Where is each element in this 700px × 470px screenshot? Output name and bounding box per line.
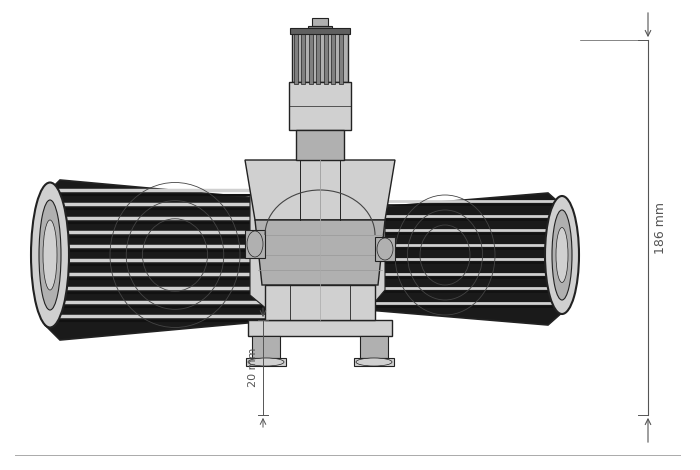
Polygon shape bbox=[45, 180, 280, 340]
Ellipse shape bbox=[248, 358, 284, 366]
Ellipse shape bbox=[356, 358, 392, 366]
Ellipse shape bbox=[556, 227, 568, 282]
Bar bbox=[245, 230, 265, 258]
Ellipse shape bbox=[247, 231, 263, 257]
Polygon shape bbox=[368, 205, 385, 310]
Bar bbox=[312, 18, 328, 26]
Bar bbox=[292, 32, 348, 82]
Polygon shape bbox=[368, 193, 565, 325]
Polygon shape bbox=[250, 195, 280, 320]
Bar bbox=[265, 285, 375, 320]
Bar bbox=[252, 336, 280, 358]
Bar bbox=[289, 82, 351, 130]
Bar bbox=[339, 30, 342, 84]
Text: 186 mm: 186 mm bbox=[654, 202, 667, 253]
Bar bbox=[375, 237, 395, 261]
Ellipse shape bbox=[39, 200, 61, 310]
Ellipse shape bbox=[31, 182, 69, 328]
Ellipse shape bbox=[43, 220, 57, 290]
Bar bbox=[331, 30, 335, 84]
Polygon shape bbox=[255, 220, 385, 285]
Ellipse shape bbox=[377, 238, 393, 260]
Bar bbox=[302, 30, 305, 84]
Bar bbox=[246, 358, 286, 366]
Ellipse shape bbox=[552, 210, 572, 300]
Bar bbox=[360, 336, 388, 358]
Bar bbox=[323, 30, 328, 84]
Bar bbox=[308, 26, 332, 32]
Bar bbox=[290, 28, 350, 34]
Bar bbox=[316, 30, 321, 84]
Bar bbox=[294, 30, 298, 84]
Polygon shape bbox=[245, 160, 395, 220]
Bar bbox=[309, 30, 313, 84]
Bar bbox=[248, 320, 392, 336]
Ellipse shape bbox=[545, 196, 579, 314]
Bar bbox=[296, 130, 344, 160]
Bar bbox=[354, 358, 394, 366]
Text: 20 mm: 20 mm bbox=[248, 348, 258, 387]
